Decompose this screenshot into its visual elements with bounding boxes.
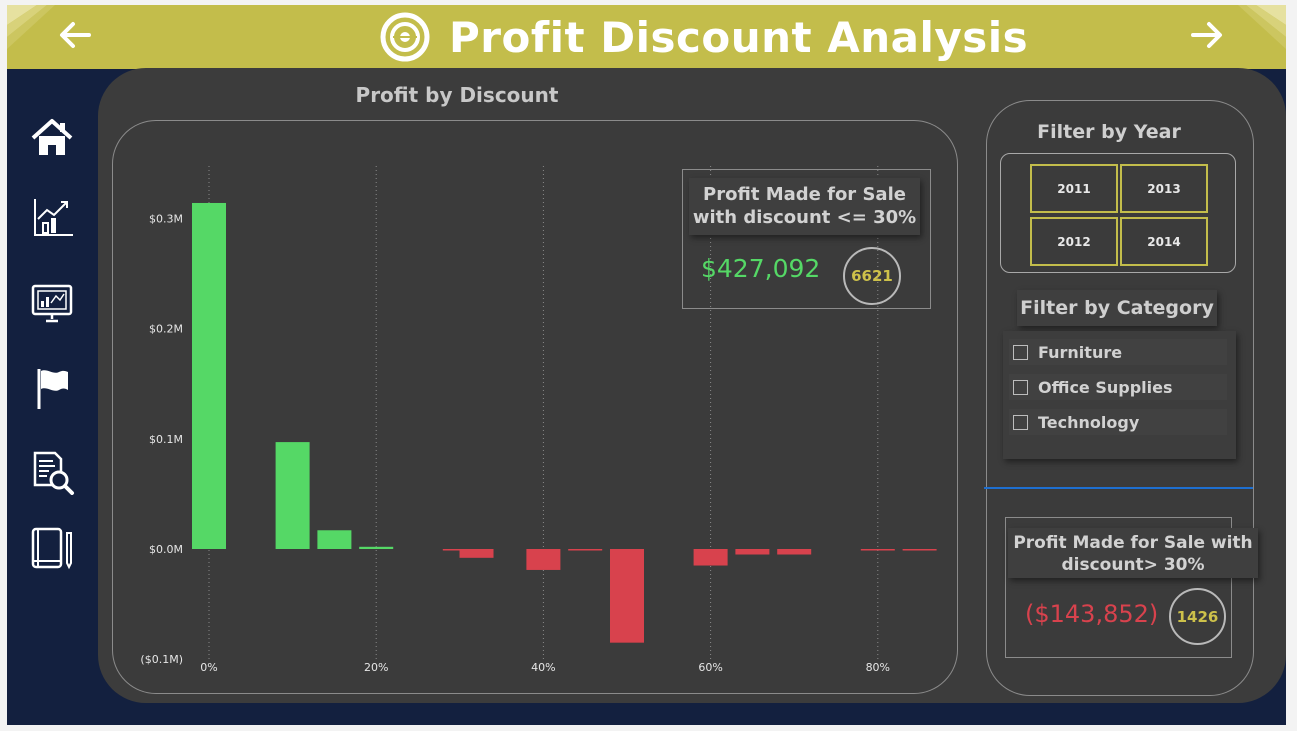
y-tick-label: $0.1M [149, 433, 183, 446]
chart-bar [526, 549, 561, 570]
year-button-2011[interactable]: 2011 [1030, 164, 1118, 213]
chart-bar [359, 546, 394, 549]
kpi-high-value: ($143,852) [1025, 600, 1159, 628]
kpi-low-title: Profit Made for Sale with discount <= 30… [689, 178, 920, 235]
category-filter-list: Furniture Office Supplies Technology [1003, 331, 1236, 459]
document-search-icon[interactable] [29, 449, 75, 495]
kpi-high-title: Profit Made for Sale with discount> 30% [1008, 528, 1258, 578]
kpi-high-discount-card: Profit Made for Sale with discount> 30% … [1005, 517, 1258, 658]
chart-bar [317, 530, 352, 549]
chart-bar [735, 549, 770, 555]
kpi-high-title-line2: discount> 30% [1061, 555, 1205, 575]
title-banner: Profit Discount Analysis [7, 5, 1286, 69]
monitor-dashboard-icon[interactable] [29, 281, 75, 327]
growth-chart-icon[interactable] [29, 195, 75, 241]
x-tick-label: 40% [531, 661, 555, 674]
category-option-furniture[interactable]: Furniture [1009, 339, 1227, 365]
kpi-low-title-line2: with discount <= 30% [692, 207, 917, 228]
y-tick-label: $0.3M [149, 212, 183, 225]
chart-bar [610, 549, 644, 643]
chart-bar [275, 442, 310, 549]
arrow-right-icon[interactable] [1187, 15, 1227, 55]
banner-left-corner [7, 5, 55, 49]
chart-bar [860, 549, 895, 551]
y-tick-label: ($0.1M) [140, 653, 183, 666]
page-title: Profit Discount Analysis [449, 12, 1029, 62]
chart-bar [568, 549, 603, 551]
chart-bar [693, 549, 728, 566]
target-icon [380, 12, 430, 62]
checkbox[interactable] [1013, 344, 1028, 360]
kpi-high-title-line1: Profit Made for Sale with [1013, 533, 1253, 553]
kpi-low-value: $427,092 [701, 254, 821, 283]
kpi-low-title-line1: Profit Made for Sale [703, 184, 906, 205]
category-option-office-supplies[interactable]: Office Supplies [1009, 374, 1227, 400]
dashboard-frame: Profit Discount Analysis [7, 5, 1286, 725]
year-button-2014[interactable]: 2014 [1120, 217, 1208, 266]
category-option-technology[interactable]: Technology [1009, 409, 1227, 435]
chart-bar [192, 202, 226, 550]
section-divider [984, 487, 1253, 489]
flag-icon[interactable] [29, 365, 75, 411]
banner-right-corner [1238, 5, 1286, 49]
chart-bar [777, 549, 812, 555]
title-group: Profit Discount Analysis [379, 9, 1028, 65]
arrow-left-icon[interactable] [55, 15, 95, 55]
checkbox[interactable] [1013, 379, 1028, 395]
category-label: Technology [1038, 412, 1140, 432]
chart-title: Profit by Discount [355, 83, 559, 107]
kpi-low-count-badge: 6621 [843, 247, 901, 305]
chart-bar [459, 549, 494, 558]
y-tick-label: $0.0M [149, 543, 183, 556]
x-tick-label: 80% [866, 661, 890, 674]
kpi-low-discount-card: Profit Made for Sale with discount <= 30… [682, 169, 931, 309]
sidebar [7, 69, 97, 725]
category-filter-title: Filter by Category [1017, 290, 1217, 326]
profit-by-discount-chart: ($0.1M) $0.0M $0.1M $0.2M $0.3M 0% 20% 40% 60% 80… [140, 166, 937, 674]
year-button-2012[interactable]: 2012 [1030, 217, 1118, 266]
year-filter-box: 2011 2013 2012 2014 [1000, 153, 1236, 273]
year-button-2013[interactable]: 2013 [1120, 164, 1208, 213]
year-filter-title: Filter by Year [1037, 121, 1181, 143]
category-label: Furniture [1038, 342, 1123, 362]
x-tick-label: 0% [200, 661, 217, 674]
kpi-high-count-badge: 1426 [1169, 588, 1226, 645]
x-tick-label: 20% [364, 661, 388, 674]
checkbox[interactable] [1013, 414, 1028, 430]
chart-bar [902, 549, 937, 551]
category-label: Office Supplies [1038, 377, 1173, 397]
home-icon[interactable] [29, 115, 75, 161]
y-tick-label: $0.2M [149, 323, 183, 336]
book-icon[interactable] [29, 525, 75, 571]
x-tick-label: 60% [698, 661, 722, 674]
